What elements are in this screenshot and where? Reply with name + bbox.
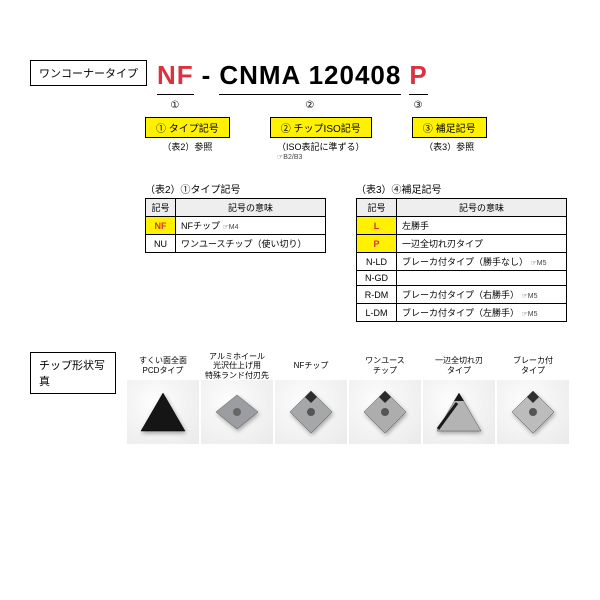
legend-3-sub: （表3）参照: [424, 140, 474, 153]
meaning-cell: ブレーカ付タイプ（右勝手） ☞M5: [397, 286, 567, 304]
table-header: 記号の意味: [397, 199, 567, 217]
legend-3-head: ③ 補足記号: [412, 117, 487, 138]
legend-1-head: ① タイプ記号: [145, 117, 230, 138]
code-cell: NF: [146, 217, 176, 235]
meaning-cell: NFチップ ☞M4: [176, 217, 326, 235]
legend-2-sub: （ISO表記に準ずる） ☞B2/B3: [277, 140, 365, 161]
legend-row: ① タイプ記号 （表2）参照 ② チップISO記号 （ISO表記に準ずる） ☞B…: [145, 117, 570, 161]
designation-part1-text: NF: [157, 60, 194, 90]
insert-photo: [423, 380, 495, 444]
photo-cell: すくい面全面PCDタイプ: [126, 352, 200, 444]
photo-label: ワンユースチップ: [363, 352, 407, 380]
meaning-cell: ワンユースチップ（使い切り）: [176, 235, 326, 253]
table2-caption: （表2）①タイプ記号: [145, 181, 326, 196]
legend-3: ③ 補足記号 （表3）参照: [412, 117, 487, 161]
table3: 記号記号の意味L左勝手P一辺全切れ刃タイプN-LDブレーカ付タイプ（勝手なし） …: [356, 198, 567, 322]
photo-label: ブレーカ付タイプ: [511, 352, 555, 380]
table-row: L左勝手: [357, 217, 567, 235]
code-cell: N-LD: [357, 253, 397, 271]
designation-part1: NF ①: [157, 60, 194, 109]
photo-grid: すくい面全面PCDタイプアルミホイール光沢仕上げ用特殊ランド付刃先 NFチップ ワン…: [126, 352, 570, 444]
table-row: NFNFチップ ☞M4: [146, 217, 326, 235]
photo-label: すくい面全面PCDタイプ: [137, 352, 189, 380]
legend-2-head: ② チップISO記号: [270, 117, 372, 138]
circ-num-2: ②: [305, 100, 315, 111]
circ-num-1: ①: [170, 100, 180, 111]
table-header: 記号の意味: [176, 199, 326, 217]
meaning-cell: ブレーカ付タイプ（勝手なし） ☞M5: [397, 253, 567, 271]
code-cell: L-DM: [357, 304, 397, 322]
photo-label: 一辺全切れ刃タイプ: [433, 352, 485, 380]
legend-2-ref: ☞B2/B3: [277, 153, 365, 161]
photo-cell: 一辺全切れ刃タイプ: [422, 352, 496, 444]
insert-photo: [497, 380, 569, 444]
code-cell: R-DM: [357, 286, 397, 304]
table-header: 記号: [146, 199, 176, 217]
meaning-cell: [397, 271, 567, 286]
insert-photo: [349, 380, 421, 444]
legend-2-sub-text: （ISO表記に準ずる）: [277, 142, 365, 152]
photo-cell: ブレーカ付タイプ: [496, 352, 570, 444]
code-cell: N-GD: [357, 271, 397, 286]
one-corner-tag: ワンコーナータイプ: [30, 60, 147, 86]
meaning-cell: ブレーカ付タイプ（左勝手） ☞M5: [397, 304, 567, 322]
code-cell: P: [357, 235, 397, 253]
table2-wrap: （表2）①タイプ記号 記号記号の意味NFNFチップ ☞M4NUワンユースチップ（…: [145, 181, 326, 253]
designation-part3: P ③: [409, 60, 427, 109]
photo-label: NFチップ: [292, 352, 331, 380]
code-cell: L: [357, 217, 397, 235]
photo-section: チップ形状写真 すくい面全面PCDタイプアルミホイール光沢仕上げ用特殊ランド付刃…: [30, 352, 570, 444]
tables-row: （表2）①タイプ記号 記号記号の意味NFNFチップ ☞M4NUワンユースチップ（…: [145, 181, 570, 322]
insert-photo: [127, 380, 199, 444]
designation-part2: CNMA 120408 ②: [219, 60, 401, 109]
meaning-cell: 左勝手: [397, 217, 567, 235]
photo-cell: ワンユースチップ: [348, 352, 422, 444]
table2: 記号記号の意味NFNFチップ ☞M4NUワンユースチップ（使い切り）: [145, 198, 326, 253]
table-header: 記号: [357, 199, 397, 217]
table-row: P一辺全切れ刃タイプ: [357, 235, 567, 253]
table3-wrap: （表3）④補足記号 記号記号の意味L左勝手P一辺全切れ刃タイプN-LDブレーカ付…: [356, 181, 567, 322]
meaning-cell: 一辺全切れ刃タイプ: [397, 235, 567, 253]
legend-1-sub: （表2）参照: [162, 140, 212, 153]
legend-2: ② チップISO記号 （ISO表記に準ずる） ☞B2/B3: [270, 117, 372, 161]
circ-num-3: ③: [414, 100, 424, 111]
designation-row: ワンコーナータイプ NF ① - CNMA 120408 ② P ③: [30, 60, 570, 109]
photo-cell: アルミホイール光沢仕上げ用特殊ランド付刃先: [200, 352, 274, 444]
designation-part3-text: P: [409, 60, 427, 90]
table-row: N-GD: [357, 271, 567, 286]
shape-photo-tag: チップ形状写真: [30, 352, 116, 394]
table-row: N-LDブレーカ付タイプ（勝手なし） ☞M5: [357, 253, 567, 271]
insert-photo: [201, 380, 273, 444]
designation-part2-text: CNMA 120408: [219, 60, 401, 90]
photo-label: アルミホイール光沢仕上げ用特殊ランド付刃先: [203, 352, 271, 380]
table-row: R-DMブレーカ付タイプ（右勝手） ☞M5: [357, 286, 567, 304]
legend-1: ① タイプ記号 （表2）参照: [145, 117, 230, 161]
product-designation: NF ① - CNMA 120408 ② P ③: [157, 60, 428, 109]
table-row: L-DMブレーカ付タイプ（左勝手） ☞M5: [357, 304, 567, 322]
insert-photo: [275, 380, 347, 444]
table-row: NUワンユースチップ（使い切り）: [146, 235, 326, 253]
table3-caption: （表3）④補足記号: [356, 181, 567, 196]
code-cell: NU: [146, 235, 176, 253]
photo-cell: NFチップ: [274, 352, 348, 444]
designation-dash: -: [202, 60, 212, 91]
